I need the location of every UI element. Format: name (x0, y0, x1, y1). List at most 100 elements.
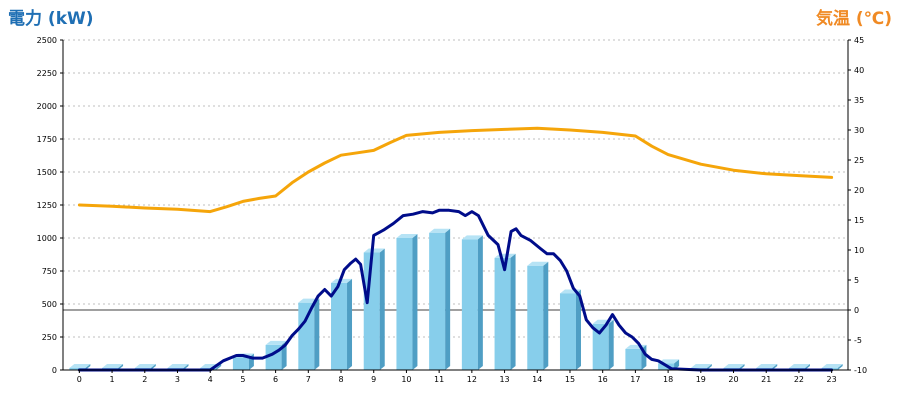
bar (494, 253, 516, 370)
x-tick-label: 4 (208, 375, 213, 384)
bar-top (167, 364, 189, 368)
bar-side (837, 364, 843, 370)
left-tick-label: 250 (42, 333, 57, 342)
grid-layer (63, 39, 848, 338)
left-tick-label: 1500 (37, 168, 57, 177)
bar (592, 319, 614, 370)
left-axis-title: 電力 (kW) (8, 9, 94, 29)
bar-side (510, 253, 516, 370)
power-line (77, 208, 834, 372)
right-tick-label: -10 (854, 366, 867, 375)
bar (429, 228, 451, 370)
x-tick-label: 9 (371, 375, 376, 384)
left-tick-label: 2500 (37, 36, 57, 45)
x-tick-label: 3 (175, 375, 180, 384)
bar-front (625, 348, 642, 370)
left-tick-label: 0 (52, 366, 57, 375)
power-layer (77, 208, 834, 372)
bar-top (461, 235, 483, 240)
bars-layer (69, 228, 843, 370)
x-tick-label: 7 (306, 375, 311, 384)
right-tick-label: 35 (854, 96, 864, 105)
right-tick-label: 40 (854, 66, 864, 75)
x-tick-label: 14 (532, 375, 542, 384)
right-tick-label: 25 (854, 156, 864, 165)
left-tick-label: 1000 (37, 234, 57, 243)
bar-top (102, 364, 124, 368)
bar-front (331, 282, 348, 370)
bar-front (69, 368, 86, 370)
x-tick-label: 22 (794, 375, 804, 384)
x-tick-label: 8 (338, 375, 343, 384)
bar-top (134, 364, 156, 368)
bar-top (429, 228, 451, 233)
bar-side (608, 319, 614, 370)
x-tick-label: 19 (696, 375, 706, 384)
x-tick-label: 1 (110, 375, 115, 384)
bar-front (396, 238, 413, 370)
x-tick-label: 21 (761, 375, 771, 384)
bar-front (429, 232, 446, 370)
right-tick-label: -5 (854, 336, 862, 345)
x-tick-label: 23 (827, 375, 837, 384)
bar-side (347, 278, 353, 370)
bar-side (412, 234, 418, 370)
x-tick-label: 11 (434, 375, 444, 384)
right-tick-label: 0 (854, 306, 859, 315)
right-tick-label: 20 (854, 186, 864, 195)
bar-front (527, 265, 544, 370)
bar-top (265, 340, 287, 345)
bar-front (298, 302, 315, 370)
left-tick-label: 2000 (37, 102, 57, 111)
bar (298, 298, 320, 370)
bar-side (575, 289, 581, 370)
bar-top (821, 364, 843, 368)
bar (396, 234, 418, 370)
x-tick-label: 16 (598, 375, 608, 384)
bar-top (690, 364, 712, 368)
left-tick-label: 750 (42, 267, 57, 276)
bar-front (494, 257, 511, 370)
bar-top (788, 364, 810, 368)
axes-layer: 02505007501000125015001750200022502500-1… (37, 36, 867, 384)
x-tick-label: 12 (467, 375, 477, 384)
bar-front (592, 323, 609, 370)
temperature-line (77, 126, 834, 214)
bar-side (543, 261, 549, 370)
right-tick-label: 45 (854, 36, 864, 45)
x-tick-label: 18 (663, 375, 673, 384)
x-tick-label: 2 (142, 375, 147, 384)
bar-side (379, 248, 385, 370)
x-tick-label: 15 (565, 375, 575, 384)
x-tick-label: 17 (630, 375, 640, 384)
bar-side (314, 298, 320, 370)
right-axis-title: 気温 (℃) (815, 9, 892, 29)
bar (527, 261, 549, 370)
right-tick-label: 30 (854, 126, 864, 135)
bar-front (461, 239, 478, 370)
left-tick-label: 1250 (37, 201, 57, 210)
bar-side (674, 359, 680, 370)
bar-top (723, 364, 745, 368)
bar-side (445, 228, 451, 370)
right-tick-label: 10 (854, 246, 864, 255)
bar-top (69, 364, 91, 368)
bar-front (232, 357, 249, 370)
left-tick-label: 500 (42, 300, 57, 309)
bar-top (363, 248, 385, 253)
bar (363, 248, 385, 370)
temp-layer (77, 126, 834, 214)
x-tick-label: 13 (499, 375, 509, 384)
bar (559, 289, 581, 370)
x-tick-label: 10 (401, 375, 411, 384)
x-tick-label: 6 (273, 375, 278, 384)
bar-top (396, 234, 418, 238)
bar (461, 235, 483, 370)
right-tick-label: 15 (854, 216, 864, 225)
right-tick-label: 5 (854, 276, 859, 285)
x-tick-label: 20 (728, 375, 738, 384)
bar-side (216, 364, 222, 370)
bar-top (756, 364, 778, 368)
